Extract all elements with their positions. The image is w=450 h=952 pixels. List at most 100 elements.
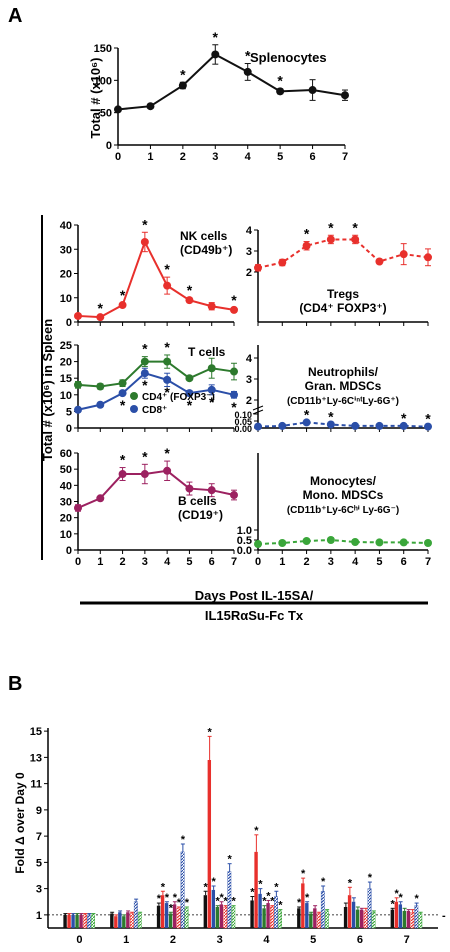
bar-star: * — [223, 896, 228, 908]
data-point — [74, 311, 82, 320]
significance-star: * — [328, 409, 334, 425]
bar — [126, 912, 130, 928]
bar-y-tick-label: 9 — [36, 805, 42, 817]
bar — [394, 901, 399, 928]
chart-title-nk: (CD49b⁺) — [180, 243, 232, 257]
bar-star: * — [203, 881, 208, 893]
data-point — [185, 296, 194, 305]
data-point — [140, 369, 149, 378]
y-tick-label: 25 — [60, 340, 72, 352]
chart-title-bcells: B cells — [178, 494, 217, 508]
y-tick-label: 0 — [66, 545, 72, 557]
bar — [355, 909, 360, 928]
x-tick-label: 0 — [255, 556, 261, 568]
bar-star: * — [173, 892, 178, 904]
y-tick-label: 150 — [94, 43, 112, 55]
bar — [203, 895, 208, 928]
data-point — [302, 537, 311, 545]
series-line — [257, 421, 429, 428]
significance-star: * — [304, 406, 310, 422]
chart-title-monocytes: (CD11b⁺Ly-6Cʰⁱ Ly-6G⁻) — [287, 505, 399, 516]
bar-x-tick-label: 7 — [404, 934, 410, 946]
legend-label: CD8⁺ — [142, 405, 167, 416]
chart-title-neutrophils: (CD11b⁺Ly-6CⁱⁿᵗLy-6G⁺) — [287, 396, 399, 407]
significance-star: * — [164, 445, 170, 461]
chart-title-neutrophils: Neutrophils/ — [308, 365, 379, 379]
bar-star: * — [219, 892, 224, 904]
significance-star: * — [142, 377, 148, 393]
significance-star: * — [187, 282, 193, 298]
bar — [359, 909, 364, 928]
x-tick-label: 1 — [147, 151, 153, 163]
bar — [67, 914, 71, 928]
y-tick-label: 0 — [66, 423, 72, 435]
x-tick-label: 0 — [75, 556, 81, 568]
x-tick-label: 3 — [328, 556, 334, 568]
bar-star: * — [211, 876, 216, 888]
y-tick-label: 2 — [246, 395, 252, 407]
data-point — [74, 503, 82, 512]
significance-star: * — [245, 48, 251, 64]
significance-star: * — [120, 397, 126, 413]
bar-x-tick-label: 2 — [170, 934, 176, 946]
data-point — [302, 418, 311, 427]
bar-star: * — [227, 854, 232, 866]
data-point — [351, 235, 360, 244]
bar — [347, 895, 352, 928]
y-tick-label: 20 — [60, 269, 72, 281]
bar — [122, 916, 126, 928]
bar — [184, 908, 189, 929]
data-point — [375, 421, 384, 430]
bar — [156, 905, 161, 928]
data-point — [424, 539, 432, 547]
y-tick-label: 0.5 — [237, 535, 252, 547]
y-tick-label: 0.00 — [234, 424, 252, 434]
chart-title-tregs: Tregs — [327, 287, 359, 301]
chart-bcells: 0 1 2 3 4 5 6 7 0 10 20 30 40 50 60 * * * — [60, 445, 238, 568]
bar-x-tick-label: 4 — [263, 934, 270, 946]
data-point — [207, 364, 216, 373]
chart-splenocytes: 0 1 2 3 4 5 6 7 0 50 100 150 * * * * — [94, 29, 349, 163]
bar-x-tick-label: 1 — [123, 934, 129, 946]
y-tick-label: 0 — [106, 140, 112, 152]
data-point — [424, 422, 432, 431]
bar-star: * — [262, 896, 267, 908]
bar-star: * — [215, 896, 220, 908]
significance-star: * — [164, 384, 170, 400]
bar-star: * — [266, 890, 271, 902]
bar — [324, 910, 329, 929]
y-tick-label: 30 — [60, 244, 72, 256]
bar-star: * — [177, 897, 182, 909]
y-tick-label: 15 — [60, 373, 72, 385]
x-tick-label: 5 — [186, 556, 192, 568]
chart-title-bcells: (CD19⁺) — [178, 508, 223, 522]
series-line — [257, 538, 429, 545]
chart-title-monocytes: Monocytes/ — [310, 474, 377, 488]
bar — [87, 914, 91, 929]
data-point — [96, 400, 105, 409]
bar — [91, 914, 95, 929]
chart-neutrophils: 0.000.050.10 2 3 4 * * * * — [234, 345, 432, 434]
data-point — [207, 486, 216, 495]
data-point — [230, 390, 238, 399]
significance-star: * — [187, 397, 193, 413]
y-tick-label: 10 — [60, 529, 72, 541]
bar — [180, 851, 185, 929]
bar — [270, 906, 274, 929]
significance-star: * — [352, 219, 358, 235]
bar-star: * — [297, 897, 302, 909]
data-point — [278, 539, 287, 547]
series-line — [117, 53, 346, 111]
bar — [215, 907, 220, 928]
panel-a-xlabel-line2: IL15RαSu-Fc Tx — [205, 608, 304, 623]
significance-star: * — [120, 452, 126, 468]
series-line — [257, 238, 429, 269]
data-point — [254, 540, 262, 548]
bar — [250, 900, 254, 928]
legend-label: CD4⁺ (FOXP3⁻) — [142, 392, 215, 403]
data-point — [185, 374, 194, 383]
chart-title-tregs: (CD4⁺ FOXP3⁺) — [299, 301, 386, 315]
data-point — [96, 313, 105, 322]
